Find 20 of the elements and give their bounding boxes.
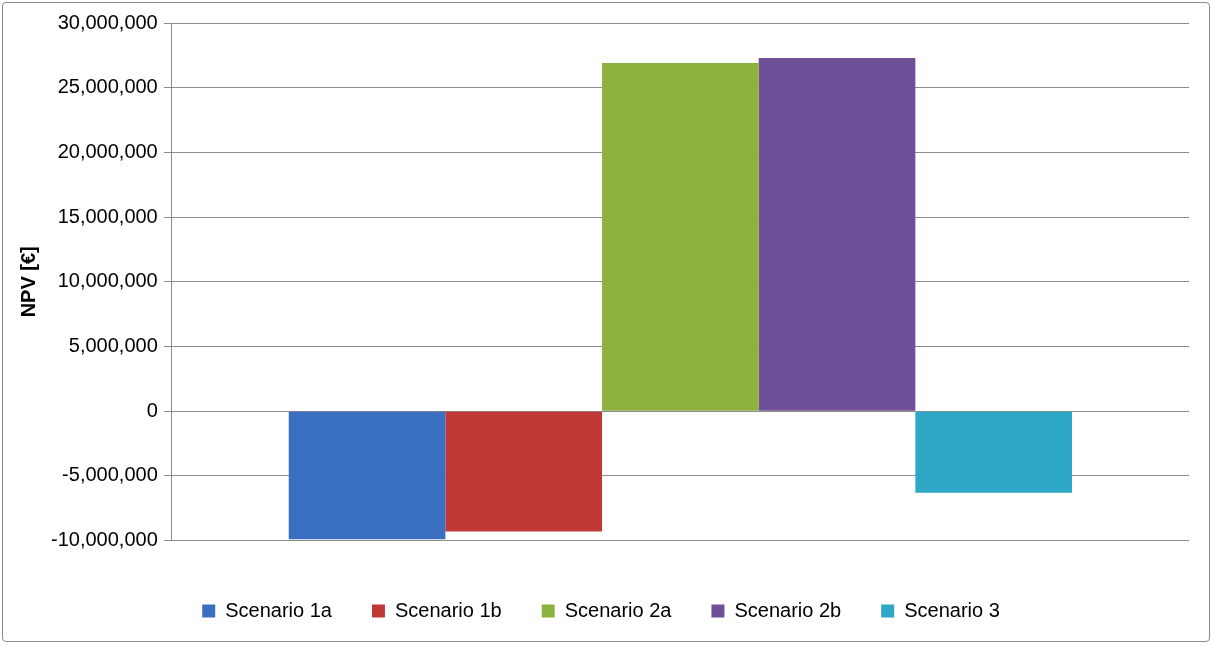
y-tick-label: 30,000,000: [57, 10, 158, 33]
bar: [445, 411, 603, 532]
legend-label: Scenario 1a: [225, 598, 333, 621]
bar: [288, 411, 446, 540]
legend-label: Scenario 2a: [564, 598, 673, 621]
y-tick-label: 15,000,000: [57, 204, 158, 227]
y-tick-label: 5,000,000: [68, 334, 158, 357]
y-tick-label: 0: [146, 398, 158, 421]
bar: [758, 57, 916, 411]
legend-label: Scenario 3: [904, 598, 1000, 621]
bar: [915, 411, 1073, 493]
bar: [602, 63, 759, 411]
y-axis-title: NPV [€]: [16, 246, 39, 318]
y-tick-label: 20,000,000: [57, 139, 158, 162]
legend-label: Scenario 2b: [734, 598, 842, 621]
y-tick-label: 25,000,000: [57, 75, 158, 98]
legend-label: Scenario 1b: [394, 598, 502, 621]
y-tick-label: 10,000,000: [57, 269, 158, 292]
y-tick-label: -5,000,000: [62, 463, 158, 486]
y-tick-label: -10,000,000: [50, 528, 158, 551]
